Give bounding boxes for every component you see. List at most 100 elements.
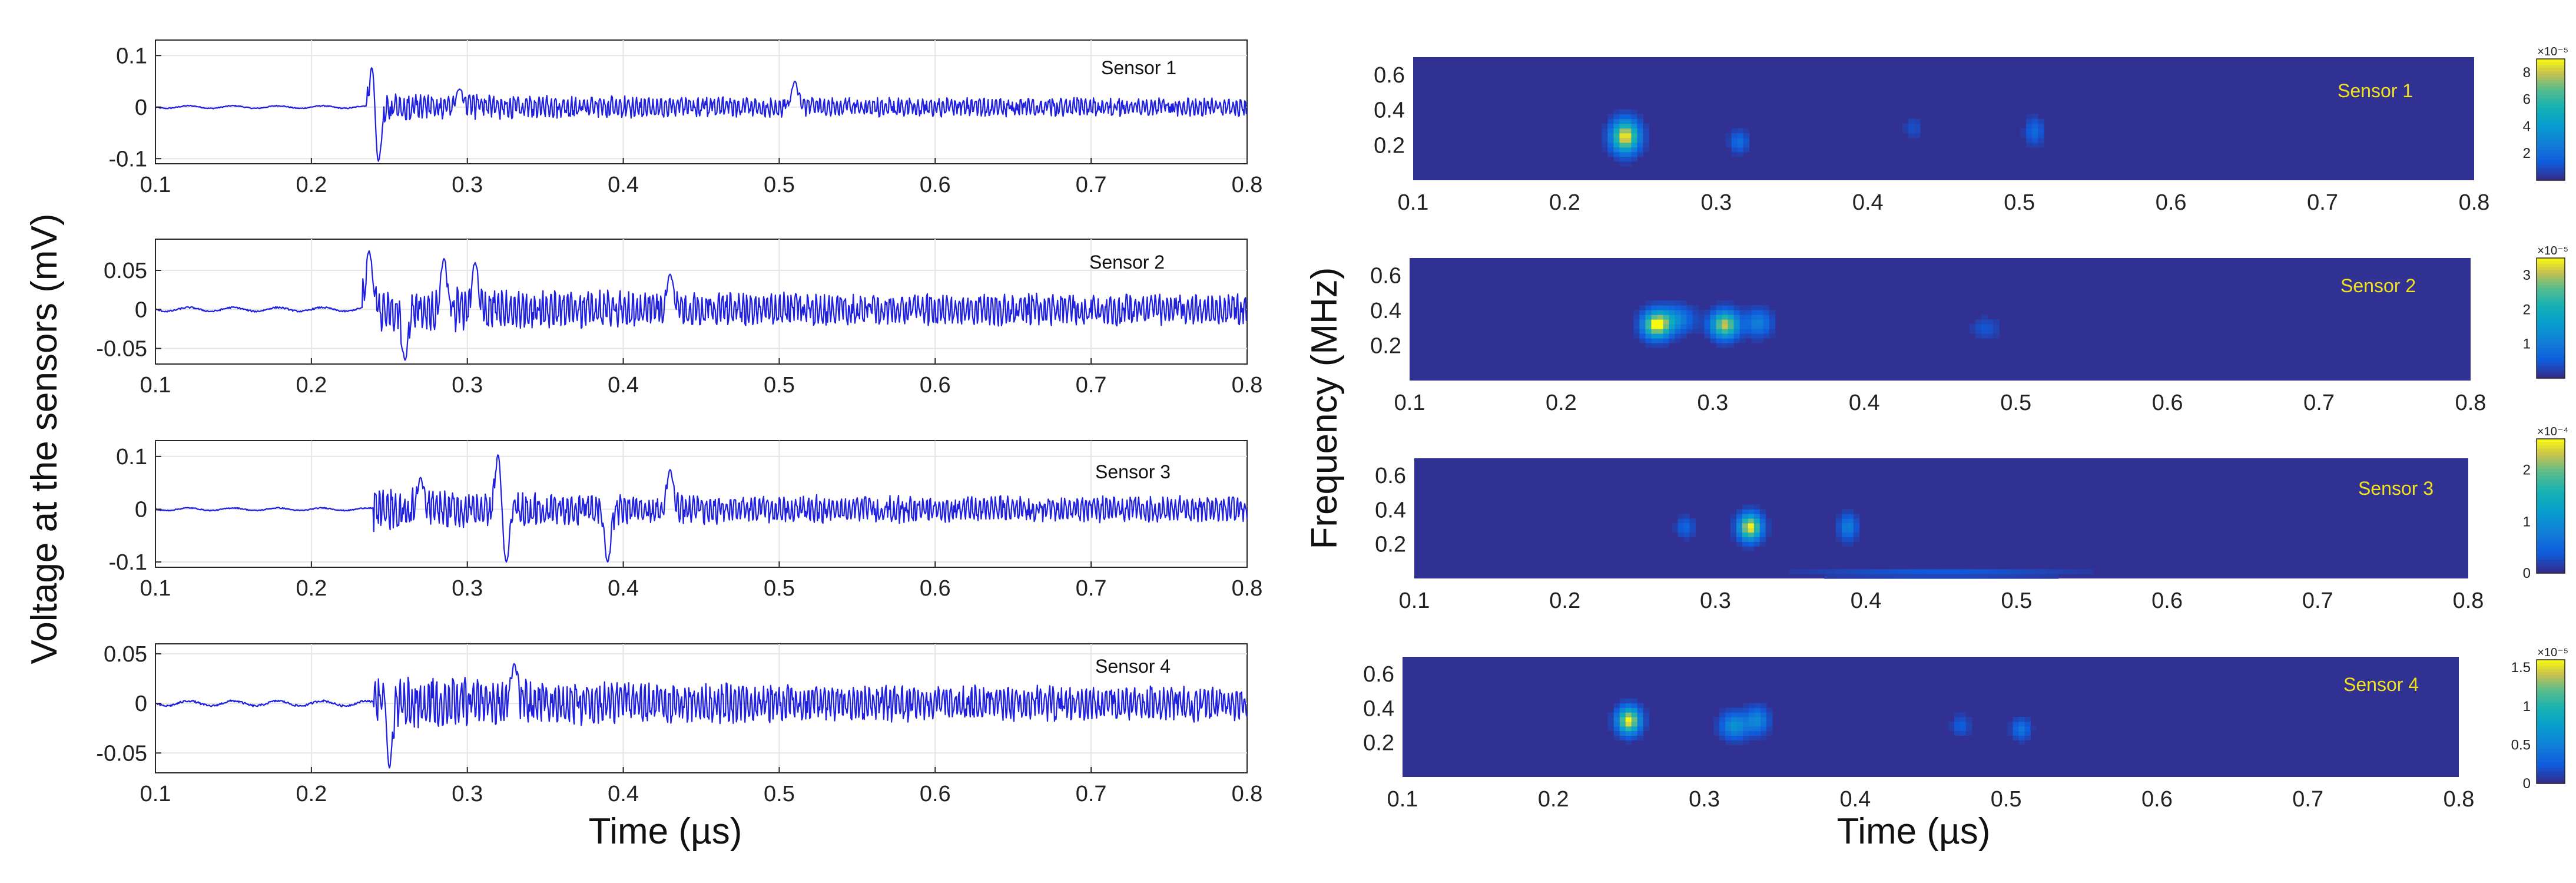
spectrogram-3-cell bbox=[1795, 569, 1801, 574]
spectrogram-3-cell bbox=[1912, 569, 1918, 574]
waveform-4-x-tick-label: 0.6 bbox=[920, 782, 951, 806]
spectrogram-2-cell bbox=[1663, 319, 1670, 325]
spectrogram-1-cell bbox=[1619, 133, 1626, 138]
spectrogram-3-cell bbox=[1865, 574, 1872, 579]
spectrogram-2-cell bbox=[1645, 310, 1652, 315]
spectrogram-4-cell bbox=[1613, 735, 1620, 740]
spectrogram-4-x-tick-label: 0.4 bbox=[1839, 787, 1871, 812]
spectrogram-2-cell bbox=[1751, 324, 1758, 329]
spectrogram-4-cell bbox=[1607, 712, 1614, 717]
spectrogram-1-cell bbox=[1619, 118, 1626, 124]
spectrogram-1-cell bbox=[1631, 156, 1638, 162]
waveform-2-y-tick-label: -0.05 bbox=[96, 337, 147, 362]
spectrogram-4-colorbar-step bbox=[2537, 700, 2565, 704]
spectrogram-1-y-tick-label: 0.6 bbox=[1374, 63, 1405, 88]
spectrogram-3-cell bbox=[1742, 504, 1749, 510]
waveform-4-x-tick-label: 0.7 bbox=[1076, 782, 1107, 806]
spectrogram-4-colorbar-step bbox=[2537, 703, 2565, 707]
spectrogram-4-cell bbox=[1960, 730, 1967, 736]
spectrogram-2-cell bbox=[1975, 324, 1982, 329]
spectrogram-3-cell bbox=[1976, 574, 1983, 579]
spectrogram-3-cell bbox=[1759, 518, 1766, 524]
spectrogram-3-cell bbox=[1672, 527, 1679, 533]
spectrogram-1-cell bbox=[1643, 123, 1650, 129]
spectrogram-2-x-tick-label: 0.8 bbox=[2455, 391, 2487, 415]
spectrogram-3-cell bbox=[1952, 569, 1960, 574]
spectrogram-2-cell bbox=[1733, 324, 1740, 329]
spectrogram-1-cell bbox=[1914, 123, 1921, 129]
spectrogram-1-colorbar-step bbox=[2537, 137, 2565, 141]
spectrogram-2-cell bbox=[1645, 329, 1652, 334]
spectrogram-3-colorbar-step bbox=[2537, 455, 2565, 459]
spectrogram-3-cell bbox=[1952, 574, 1960, 579]
spectrogram-1-cell bbox=[1619, 156, 1626, 162]
spectrogram-3-cell bbox=[1753, 522, 1761, 528]
spectrogram-2-cell bbox=[1663, 305, 1670, 310]
spectrogram-2-cell bbox=[1675, 333, 1682, 339]
spectrogram-3-cell bbox=[1730, 514, 1737, 519]
spectrogram-1-colorbar-step bbox=[2537, 168, 2565, 172]
waveform-3-x-tick-label: 0.2 bbox=[296, 576, 327, 601]
spectrogram-2-cell bbox=[1663, 329, 1670, 334]
spectrogram-3-cell bbox=[1994, 574, 2001, 579]
spectrogram-1-colorbar-step bbox=[2537, 158, 2565, 163]
spectrogram-3-cell bbox=[2017, 569, 2024, 574]
spectrogram-3-x-tick-label: 0.1 bbox=[1399, 588, 1430, 613]
spectrogram-4-cell bbox=[1719, 717, 1726, 722]
spectrogram-4-cell bbox=[1749, 726, 1755, 732]
waveform-4-y-tick-label: -0.05 bbox=[96, 741, 147, 766]
spectrogram-3-cell bbox=[2081, 569, 2088, 574]
spectrogram-2-cell bbox=[1745, 315, 1752, 320]
waveform-3-y-tick-label: -0.1 bbox=[109, 550, 147, 575]
spectrogram-1-cell bbox=[1619, 161, 1626, 167]
spectrogram-2-cell bbox=[1993, 333, 2000, 339]
spectrogram-2-cell bbox=[1680, 329, 1688, 334]
spectrogram-3-cell bbox=[1958, 574, 1965, 579]
spectrogram-2-colorbar-step bbox=[2537, 282, 2565, 286]
spectrogram-4-cell bbox=[1637, 735, 1644, 740]
spectrogram-1-colorbar-step bbox=[2537, 98, 2565, 102]
spectrogram-4-cell bbox=[2018, 717, 2025, 722]
waveform-1-x-ticks: 0.1 0.2 0.3 0.4 0.5 0.6 0.7 0.8 bbox=[140, 158, 1263, 197]
spectrogram-3-cell bbox=[1683, 514, 1690, 519]
spectrogram-2-cell bbox=[1987, 319, 1994, 325]
spectrogram-2-colorbar-exponent: ×10⁻⁵ bbox=[2537, 244, 2568, 257]
spectrogram-1-cell bbox=[1737, 133, 1744, 138]
spectrogram-4-cell bbox=[2024, 730, 2031, 736]
spectrogram-4-cell bbox=[1743, 726, 1749, 732]
spectrogram-1-colorbar-step bbox=[2537, 144, 2565, 147]
spectrogram-4-cell bbox=[1631, 726, 1638, 732]
spectrogram-3-cell bbox=[2011, 569, 2018, 574]
spectrogram-3-cell bbox=[1759, 522, 1766, 528]
spectrogram-3-cell bbox=[2064, 569, 2071, 574]
spectrogram-2-x-ticks: 0.1 0.2 0.3 0.4 0.5 0.6 0.7 0.8 bbox=[1394, 391, 2487, 415]
spectrogram-4-x-tick-label: 0.8 bbox=[2444, 787, 2475, 812]
spectrogram-4-cell bbox=[1625, 740, 1632, 745]
spectrogram-2-cell bbox=[1663, 338, 1670, 343]
spectrogram-1-x-tick-label: 0.6 bbox=[2156, 190, 2187, 215]
spectrogram-2-cell bbox=[1657, 319, 1664, 325]
waveform-1-x-tick-label: 0.8 bbox=[1232, 173, 1263, 197]
spectrogram-2-cell bbox=[1651, 300, 1658, 306]
spectrogram-1-cell bbox=[1631, 133, 1638, 138]
spectrogram-2-x-tick-label: 0.6 bbox=[2152, 391, 2183, 415]
spectrogram-1-cell bbox=[2020, 128, 2027, 134]
spectrogram-1-cell bbox=[1625, 156, 1632, 162]
spectrogram-2-cell bbox=[1710, 324, 1717, 329]
spectrogram-3-cell bbox=[2041, 574, 2047, 579]
spectrogram-2-x-tick-label: 0.5 bbox=[2000, 391, 2031, 415]
spectrogram-4-colorbar-step bbox=[2537, 743, 2565, 747]
spectrogram-3-cell bbox=[2052, 574, 2059, 579]
spectrogram-3-cell bbox=[1730, 518, 1737, 524]
spectrogram-3-cell bbox=[1748, 546, 1755, 551]
spectrogram-3-cell bbox=[1748, 541, 1755, 547]
waveform-2-x-tick-label: 0.1 bbox=[140, 373, 171, 398]
spectrogram-1-x-tick-label: 0.7 bbox=[2307, 190, 2338, 215]
spectrogram-2-cell bbox=[1686, 319, 1693, 325]
spectrogram-4-cell bbox=[1719, 712, 1726, 717]
spectrogram-2-cell bbox=[1722, 343, 1729, 348]
waveform-1-y-tick-label: 0.1 bbox=[116, 44, 147, 68]
spectrogram-2-cell bbox=[1669, 305, 1676, 310]
spectrogram-1-cell bbox=[2026, 137, 2033, 143]
waveform-4-y-tick-label: 0.05 bbox=[104, 642, 147, 667]
